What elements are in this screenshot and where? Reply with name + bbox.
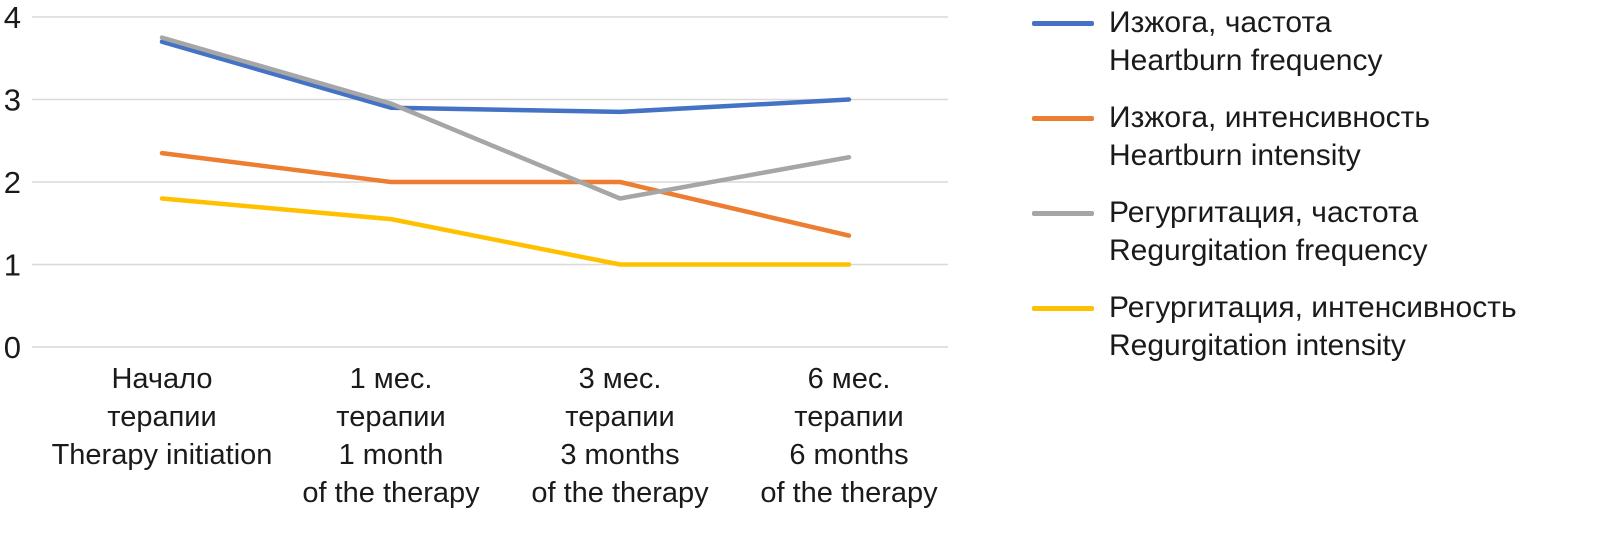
y-tick-label: 3 (4, 83, 21, 118)
x-category-label: Начало терапии Therapy initiation (2, 360, 322, 474)
legend-swatch (1032, 21, 1094, 26)
series-line-regurgitation-intensity (159, 196, 852, 267)
legend-label: Регургитация, интенсивность Regurgitation… (1109, 289, 1517, 365)
y-tick-label: 2 (4, 165, 21, 200)
y-tick-label: 4 (4, 0, 21, 35)
x-category-label-line: терапии (794, 401, 904, 433)
legend: Изжога, частота Heartburn frequency Изжога… (1032, 4, 1517, 384)
legend-label-ru: Изжога, частота (1109, 6, 1332, 39)
x-category-label-line: 1 month (338, 439, 444, 471)
y-tick-label: 0 (4, 330, 21, 365)
x-category-label-line: of the therapy (760, 477, 938, 509)
x-category-label-line: 6 months (789, 439, 909, 471)
x-category-label-line: of the therapy (302, 477, 480, 509)
x-category-label-line: 6 мес. (807, 363, 891, 395)
legend-label-en: Heartburn frequency (1109, 44, 1383, 77)
x-category-label-line: 1 мес. (349, 363, 433, 395)
legend-label-ru: Регургитация, частота (1109, 196, 1419, 229)
legend-label: Изжога, частота Heartburn frequency (1109, 4, 1383, 80)
x-category-label: 1 мес. терапии 1 month of the therapy (231, 360, 551, 512)
legend-item-heartburn-frequency: Изжога, частота Heartburn frequency (1032, 4, 1517, 80)
x-category-label-line: терапии (336, 401, 446, 433)
legend-label-en: Regurgitation frequency (1109, 234, 1428, 267)
legend-label-ru: Регургитация, интенсивность (1109, 291, 1517, 324)
legend-item-regurgitation-frequency: Регургитация, частота Regurgitation frequ… (1032, 194, 1517, 270)
legend-label: Регургитация, частота Regurgitation frequ… (1109, 194, 1428, 270)
legend-label-en: Heartburn intensity (1109, 139, 1361, 172)
series-line-heartburn-frequency (159, 39, 852, 115)
series-line-regurgitation-frequency (159, 35, 852, 201)
y-tick-label: 1 (4, 248, 21, 283)
legend-swatch (1032, 116, 1094, 121)
legend-label-en: Regurgitation intensity (1109, 329, 1406, 362)
x-category-label: 3 мес. терапии 3 months of the therapy (460, 360, 780, 512)
plot-area: 0 1 2 3 4 (4, 0, 948, 365)
legend-swatch (1032, 306, 1094, 311)
legend-swatch (1032, 211, 1094, 216)
x-category-label-line: of the therapy (531, 477, 709, 509)
series-line-heartburn-intensity (159, 150, 852, 238)
x-category-label-line: 3 мес. (578, 363, 662, 395)
x-category-label-line: 3 months (560, 439, 680, 471)
x-category-label: 6 мес. терапии 6 months of the therapy (689, 360, 1009, 512)
x-category-label-line: Начало (111, 363, 213, 395)
legend-label: Изжога, интенсивность Heartburn intensity (1109, 99, 1430, 175)
x-category-label-line: Therapy initiation (51, 439, 273, 471)
x-category-label-line: терапии (107, 401, 217, 433)
legend-item-heartburn-intensity: Изжога, интенсивность Heartburn intensity (1032, 99, 1517, 175)
legend-item-regurgitation-intensity: Регургитация, интенсивность Regurgitation… (1032, 289, 1517, 365)
x-category-label-line: терапии (565, 401, 675, 433)
legend-label-ru: Изжога, интенсивность (1109, 101, 1431, 134)
